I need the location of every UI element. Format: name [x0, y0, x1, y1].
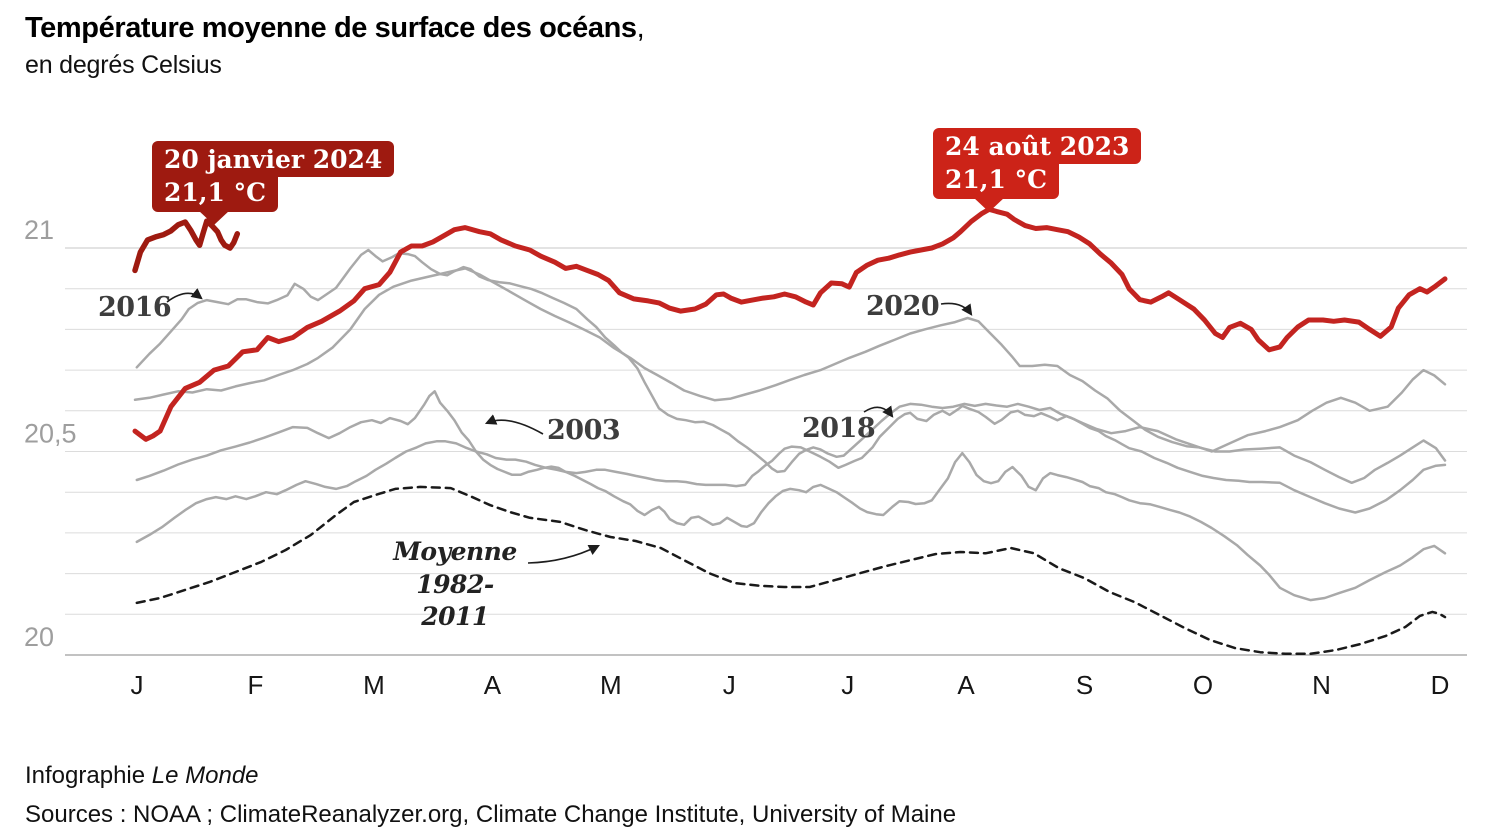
x-axis-label-month-1: J — [131, 670, 144, 700]
x-axis-label-month-6: J — [723, 670, 736, 700]
x-axis-label-month-7: J — [841, 670, 854, 700]
series-line-moyenne-1982-2011 — [135, 485, 1447, 656]
footer: Infographie Le Monde Sources : NOAA ; Cl… — [25, 762, 956, 829]
annotation-arrows — [166, 288, 973, 564]
title-block: Température moyenne de surface des océan… — [25, 12, 645, 80]
arrow-2018 — [863, 405, 894, 418]
callout-2023-value: 21,1 °C — [933, 164, 1059, 199]
brand-name: Le Monde — [151, 762, 259, 789]
series-line-2018 — [135, 404, 1447, 544]
series-label-moyenne-line2: 1982-2011 — [416, 569, 494, 632]
y-axis-label-21: 21 — [24, 215, 54, 245]
series-label-2018: 2018 — [802, 413, 876, 444]
x-axis-label-month-9: S — [1076, 670, 1093, 700]
series-line-2023 — [132, 206, 1448, 442]
series-label-moyenne-line1: Moyenne — [393, 537, 517, 566]
credit-line: Infographie Le Monde — [25, 762, 259, 789]
series-line-2020 — [133, 267, 1447, 485]
x-axis-label-month-5: M — [600, 670, 622, 700]
page-subtitle: en degrés Celsius — [25, 51, 222, 79]
arrow-2016 — [166, 288, 203, 303]
callout-2024: 20 janvier 2024 21,1 °C — [152, 141, 395, 225]
series-label-2003: 2003 — [547, 415, 621, 446]
series-label-moyenne: Moyenne 1982-2011 — [385, 536, 525, 634]
y-axis-label-20,5: 20,5 — [24, 419, 77, 449]
arrow-2003 — [484, 414, 544, 435]
x-axis-label-month-3: M — [363, 670, 385, 700]
callout-2024-pointer — [198, 210, 230, 225]
callout-2023-pointer — [973, 197, 1005, 212]
y-axis-label-20: 20 — [24, 622, 54, 652]
callout-2023: 24 août 2023 21,1 °C — [933, 128, 1142, 212]
series-line-2016 — [135, 248, 1447, 474]
series-line-2003 — [135, 390, 1447, 602]
sources-line: Sources : NOAA ; ClimateReanalyzer.org, … — [25, 801, 957, 828]
x-axis-label-month-12: D — [1431, 670, 1450, 700]
callout-2024-date: 20 janvier 2024 — [152, 141, 395, 177]
arrow-2020 — [940, 302, 973, 316]
x-axis-label-month-10: O — [1193, 670, 1213, 700]
callout-2024-value: 21,1 °C — [152, 177, 278, 212]
callout-2023-date: 24 août 2023 — [933, 128, 1142, 164]
series-label-2016: 2016 — [98, 292, 172, 323]
title-comma: , — [636, 12, 645, 44]
x-axis-label-month-2: F — [247, 670, 263, 700]
arrow-moyenne — [527, 544, 601, 564]
series-label-2020: 2020 — [866, 291, 940, 322]
x-axis-label-month-8: A — [957, 670, 975, 700]
page-title: Température moyenne de surface des océan… — [25, 12, 637, 44]
series-line-2024 — [132, 218, 241, 274]
x-axis-label-month-11: N — [1312, 670, 1331, 700]
x-axis-label-month-4: A — [484, 670, 502, 700]
